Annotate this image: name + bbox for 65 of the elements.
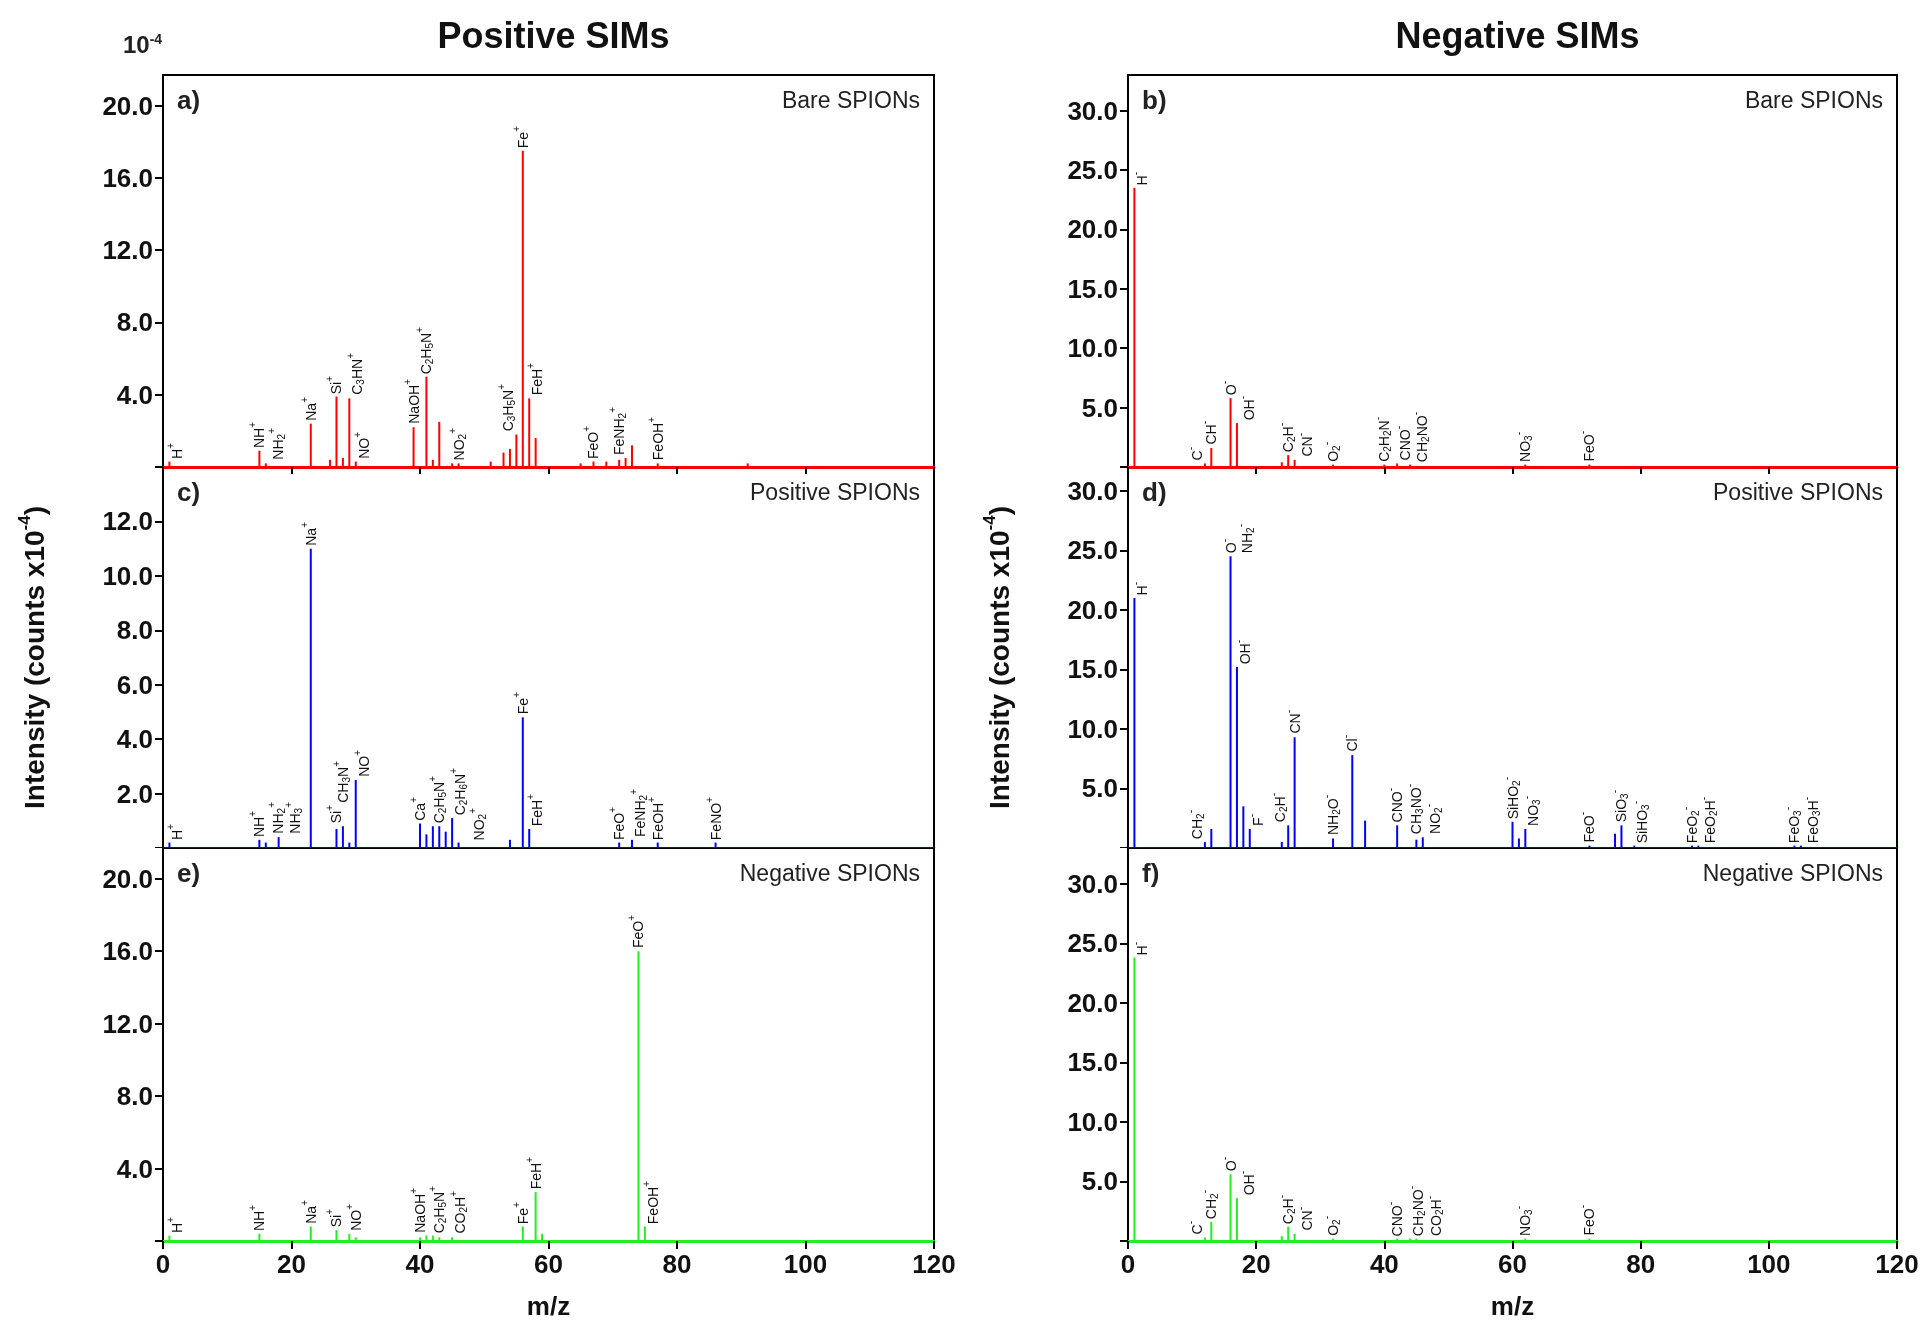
x-tick-label: 60 (1498, 1249, 1527, 1279)
y-tick-label: 20.0 (102, 863, 153, 894)
x-tick-label: 80 (1626, 1249, 1656, 1279)
y-tick-label: 4.0 (116, 379, 153, 410)
chart-title: Negative SIMs (1395, 14, 1640, 56)
y-tick-label: 5.0 (1081, 1166, 1118, 1197)
y-tick-label: 25.0 (1067, 535, 1118, 566)
x-tick-label: 80 (662, 1249, 692, 1279)
x-tick-label: 120 (1875, 1249, 1919, 1279)
y-tick-label: 20.0 (102, 90, 153, 121)
annotation: Positive SPIONs (750, 479, 920, 506)
y-tick-label: 5.0 (1081, 392, 1118, 423)
annotation: Negative SPIONs (1702, 860, 1883, 887)
y-tick-label: 12.0 (102, 235, 153, 266)
y-tick-label: 15.0 (1067, 654, 1118, 685)
y-tick-label: 6.0 (116, 669, 153, 700)
x-tick-label: 0 (1120, 1249, 1136, 1279)
annotation: d) (1142, 477, 1167, 508)
x-tick-label: 120 (912, 1249, 956, 1279)
x-tick-label: 0 (155, 1249, 171, 1279)
x-tick-label: 40 (1369, 1249, 1399, 1279)
y-tick-label: 10.0 (1067, 333, 1118, 364)
y-tick-label: 8.0 (116, 615, 153, 646)
annotation: b) (1142, 85, 1167, 116)
y-tick-label: 16.0 (102, 936, 153, 967)
y-tick-label: 30.0 (1067, 95, 1118, 126)
x-tick-label: 20 (277, 1249, 306, 1279)
x-tick-label: 60 (534, 1249, 563, 1279)
y-tick-label: 10.0 (102, 560, 153, 591)
y-tick-label: 8.0 (116, 307, 153, 338)
annotation: Negative SPIONs (739, 860, 920, 887)
y-tick-label: 15.0 (1067, 273, 1118, 304)
annotation: Positive SPIONs (1713, 479, 1883, 506)
annotation: a) (177, 85, 201, 116)
y-tick-label: 20.0 (1067, 987, 1118, 1018)
annotation: Bare SPIONs (781, 87, 920, 114)
y-tick-label: 30.0 (1067, 475, 1118, 506)
y-tick-label: 20.0 (1067, 594, 1118, 625)
y-tick-label: 15.0 (1067, 1047, 1118, 1078)
y-tick-label: 25.0 (1067, 928, 1118, 959)
y-tick-label: 12.0 (102, 1008, 153, 1039)
y-tick-label: 2.0 (116, 778, 153, 809)
y-tick-label: 25.0 (1067, 155, 1118, 186)
y-tick-label: 8.0 (116, 1081, 153, 1112)
x-axis-title: m/z (1490, 1291, 1535, 1321)
x-axis-title: m/z (526, 1291, 571, 1321)
annotation: f) (1142, 858, 1160, 889)
annotation: e) (177, 858, 201, 889)
x-tick-label: 20 (1241, 1249, 1271, 1279)
y-tick-label: 12.0 (102, 506, 153, 537)
annotation: c) (177, 477, 201, 508)
chart-title: Positive SIMs (437, 14, 670, 56)
y-tick-label: 10.0 (1067, 1106, 1118, 1137)
y-tick-label: 4.0 (116, 1153, 153, 1184)
text: 10$^{-4}$ (123, 31, 163, 59)
y-tick-label: 5.0 (1081, 773, 1118, 804)
x-tick-label: 100 (1747, 1249, 1791, 1279)
annotation: Bare SPIONs (1744, 87, 1883, 114)
y-tick-label: 30.0 (1067, 868, 1118, 899)
y-tick-label: 16.0 (102, 162, 153, 193)
y-tick-label: 10.0 (1067, 713, 1118, 744)
y-tick-label: 20.0 (1067, 214, 1118, 245)
x-tick-label: 40 (405, 1249, 435, 1279)
y-tick-label: 4.0 (116, 724, 153, 755)
x-tick-label: 100 (783, 1249, 828, 1279)
